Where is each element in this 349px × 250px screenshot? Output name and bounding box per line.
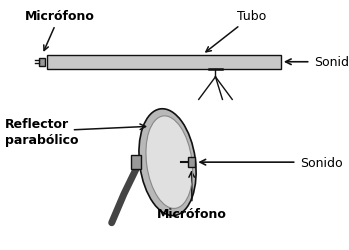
Ellipse shape bbox=[146, 116, 193, 208]
Bar bbox=[131, 156, 141, 169]
Text: Reflector
parabólico: Reflector parabólico bbox=[5, 118, 79, 147]
Text: Micrófono: Micrófono bbox=[157, 207, 227, 220]
Text: Sonido: Sonido bbox=[300, 156, 343, 169]
Text: Tubo: Tubo bbox=[206, 10, 267, 52]
Text: Micrófono: Micrófono bbox=[24, 10, 94, 51]
Ellipse shape bbox=[139, 109, 196, 216]
Bar bbox=[39, 58, 45, 66]
Bar bbox=[188, 158, 195, 168]
Bar bbox=[47, 55, 281, 70]
Text: Sonido: Sonido bbox=[314, 56, 349, 69]
